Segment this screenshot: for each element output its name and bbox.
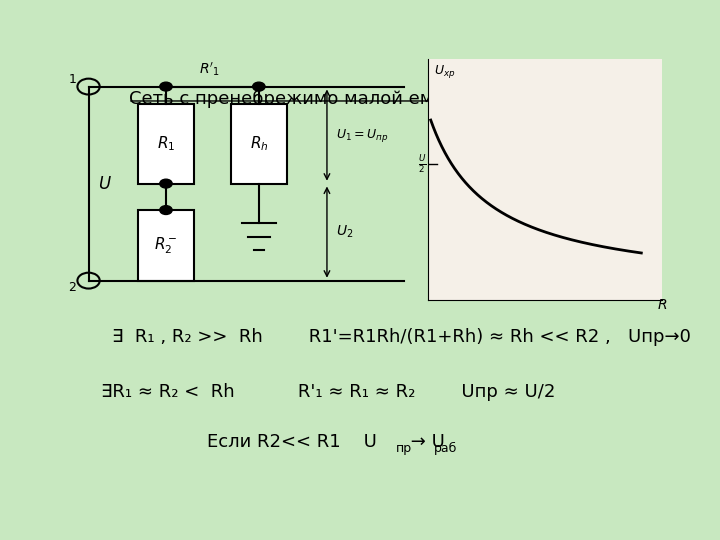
- Text: Сеть с пренебрежимо малой емкостью.: Сеть с пренебрежимо малой емкостью.: [129, 90, 507, 108]
- Text: пр: пр: [396, 442, 413, 455]
- Text: R: R: [657, 298, 667, 312]
- Text: $R'_1$: $R'_1$: [199, 60, 220, 78]
- Circle shape: [160, 179, 172, 188]
- Circle shape: [160, 82, 172, 91]
- Text: $U_1=U_{пр}$: $U_1=U_{пр}$: [336, 126, 389, 144]
- Text: $R_2^-$: $R_2^-$: [154, 235, 178, 255]
- Text: раб: раб: [434, 442, 458, 455]
- Text: $R_h$: $R_h$: [250, 134, 268, 153]
- Text: $U_{хр}$: $U_{хр}$: [433, 63, 455, 80]
- Circle shape: [253, 82, 265, 91]
- Bar: [138, 210, 194, 281]
- Text: U: U: [98, 174, 110, 193]
- Text: ∃R₁ ≈ R₂ <  Rh           R'₁ ≈ R₁ ≈ R₂        Uпр ≈ U/2: ∃R₁ ≈ R₂ < Rh R'₁ ≈ R₁ ≈ R₂ Uпр ≈ U/2: [101, 383, 556, 401]
- Text: 1: 1: [68, 73, 76, 86]
- Bar: [231, 104, 287, 184]
- Text: → U: → U: [405, 433, 445, 451]
- Bar: [138, 104, 194, 184]
- Text: 2: 2: [68, 281, 76, 294]
- Text: $R_1$: $R_1$: [157, 134, 175, 153]
- Text: ∃  R₁ , R₂ >>  Rh        R1'=R1Rh/(R1+Rh) ≈ Rh << R2 ,   Uпр→0: ∃ R₁ , R₂ >> Rh R1'=R1Rh/(R1+Rh) ≈ Rh <<…: [112, 328, 691, 346]
- Circle shape: [160, 206, 172, 214]
- Text: Если R2<< R1    U: Если R2<< R1 U: [207, 433, 377, 451]
- Text: $U_2$: $U_2$: [336, 224, 354, 240]
- Text: $\frac{U}{2}$: $\frac{U}{2}$: [418, 153, 426, 175]
